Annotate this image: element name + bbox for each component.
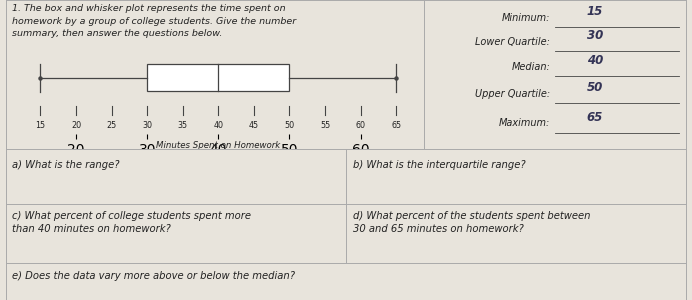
Text: 60: 60 (356, 121, 365, 130)
Text: 15: 15 (35, 121, 46, 130)
Text: 30: 30 (142, 121, 152, 130)
Text: Minutes Spent on Homework: Minutes Spent on Homework (156, 141, 280, 150)
Text: 1. The box and whisker plot represents the time spent on
homework by a group of : 1. The box and whisker plot represents t… (12, 4, 296, 38)
Text: d) What percent of the students spent between
30 and 65 minutes on homework?: d) What percent of the students spent be… (353, 211, 590, 234)
Bar (147, 64, 289, 91)
Text: Minimum:: Minimum: (502, 13, 550, 23)
Text: 40: 40 (213, 121, 224, 130)
Text: 30: 30 (587, 29, 603, 42)
Text: e) Does the data vary more above or below the median?: e) Does the data vary more above or belo… (12, 271, 295, 281)
Text: c) What percent of college students spent more
than 40 minutes on homework?: c) What percent of college students spen… (12, 211, 251, 234)
Text: 65: 65 (391, 121, 401, 130)
Text: 50: 50 (284, 121, 295, 130)
Text: 25: 25 (107, 121, 117, 130)
Text: Median:: Median: (511, 62, 550, 72)
Text: Maximum:: Maximum: (499, 118, 550, 128)
Text: 50: 50 (587, 81, 603, 94)
Text: b) What is the interquartile range?: b) What is the interquartile range? (353, 160, 525, 170)
Text: 45: 45 (249, 121, 259, 130)
Text: 40: 40 (587, 54, 603, 68)
Text: 20: 20 (71, 121, 81, 130)
Text: 65: 65 (587, 111, 603, 124)
Text: 15: 15 (587, 5, 603, 18)
Text: Lower Quartile:: Lower Quartile: (475, 37, 550, 46)
Text: 35: 35 (178, 121, 188, 130)
Text: 55: 55 (320, 121, 330, 130)
Text: a) What is the range?: a) What is the range? (12, 160, 120, 170)
Text: Upper Quartile:: Upper Quartile: (475, 88, 550, 99)
